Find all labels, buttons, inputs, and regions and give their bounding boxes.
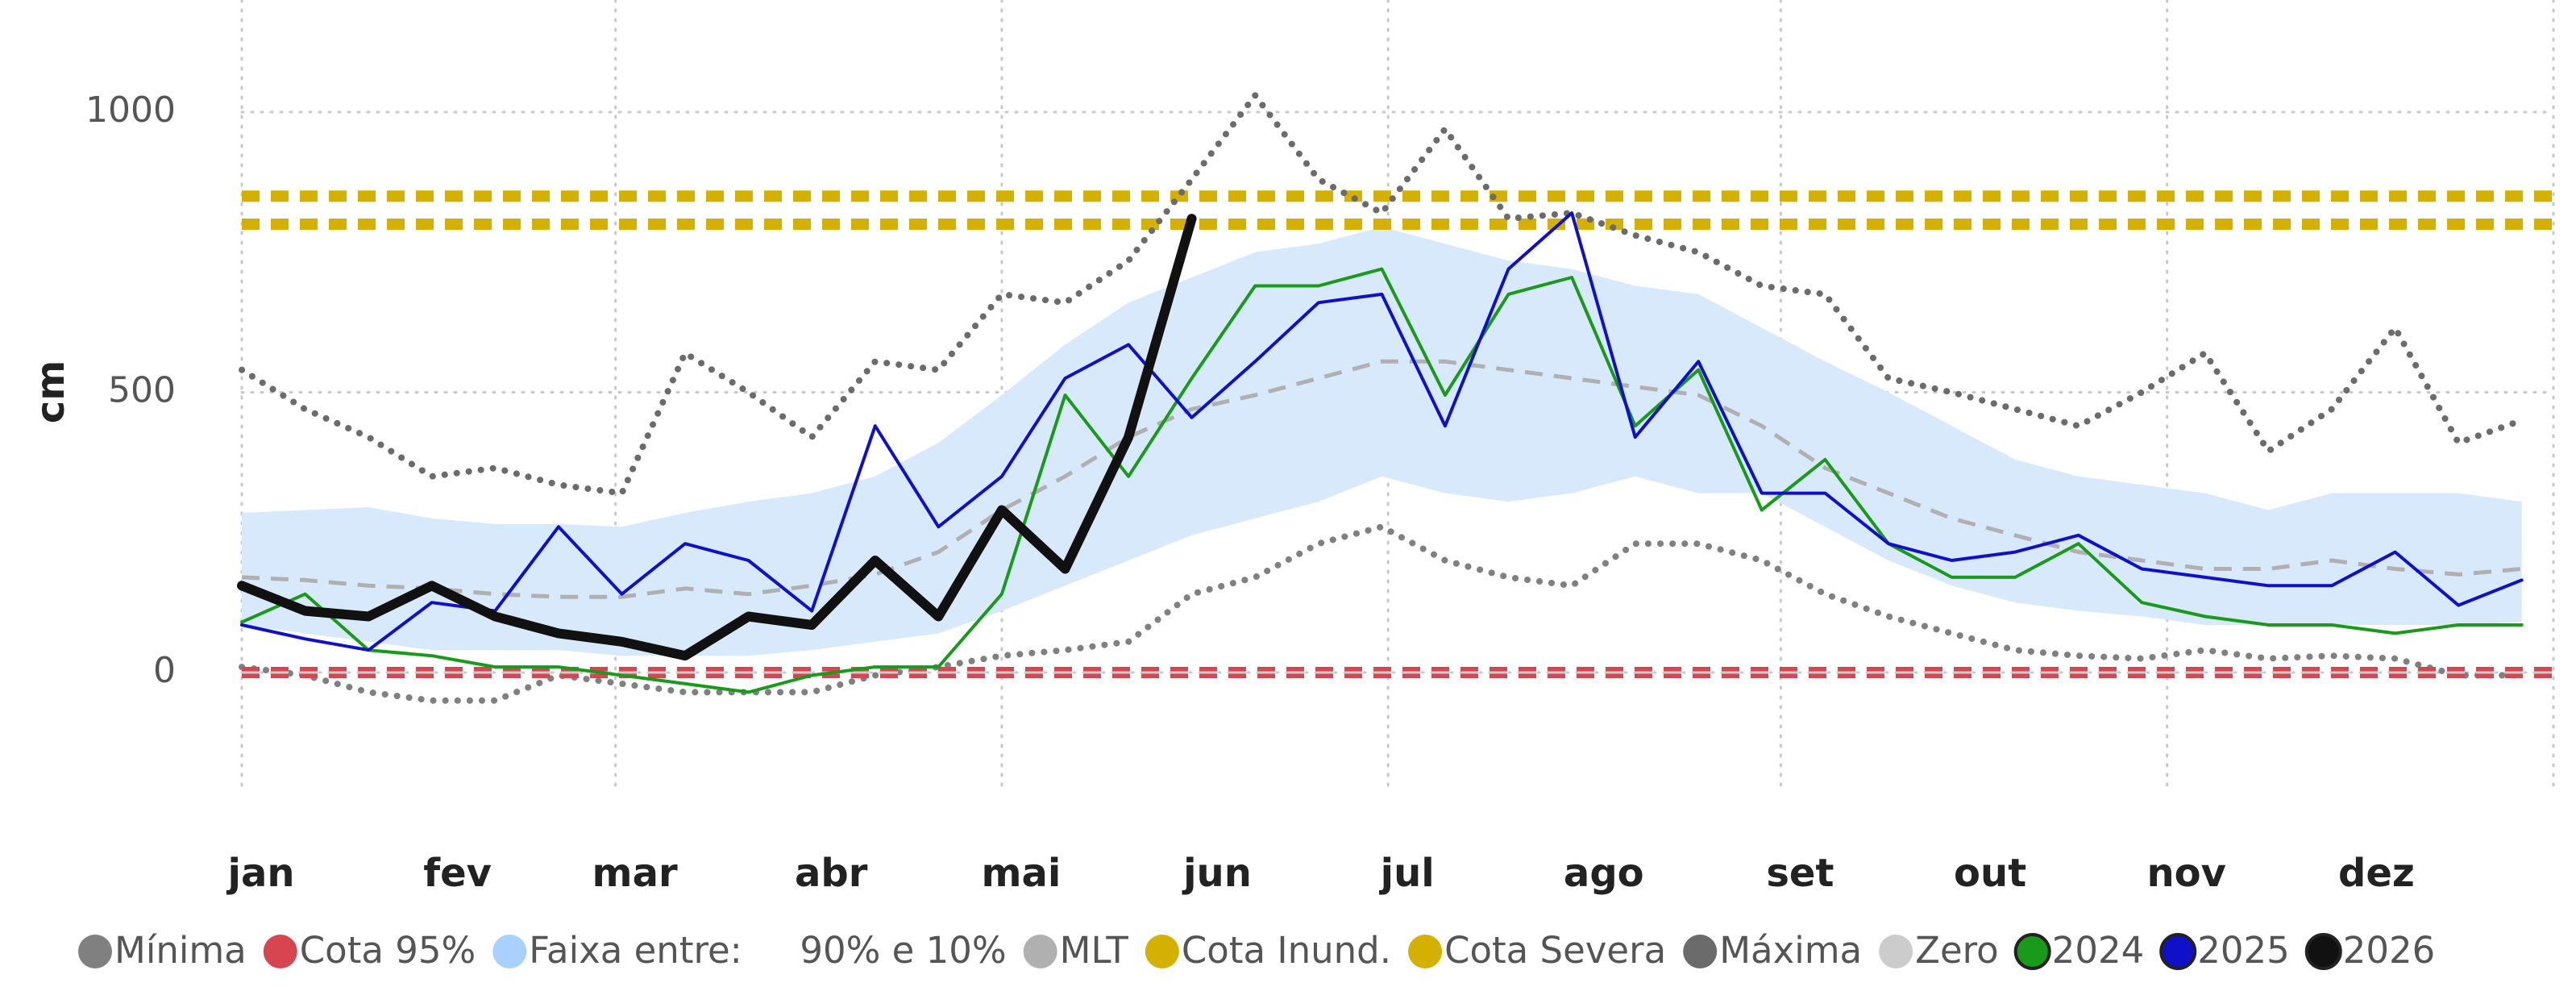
legend-label: Faixa entre: 90% e 10% [529, 929, 1006, 972]
legend-marker [78, 935, 112, 968]
series-line [237, 214, 1197, 661]
legend-marker [1408, 935, 1443, 968]
x-tick-label: jun [1182, 851, 1252, 896]
x-tick-label: out [1954, 851, 2026, 896]
legend-label: 2026 [2343, 929, 2436, 972]
x-tick-label: jan [226, 851, 294, 896]
y-tick-label: 500 [108, 370, 176, 411]
plot-area [237, 92, 2553, 704]
legend-label: Cota Inund. [1182, 929, 1391, 972]
legend-marker [2159, 933, 2197, 970]
legend-label: Máxima [1719, 929, 1862, 972]
legend-label: Zero [1915, 929, 1999, 972]
legend-marker [1023, 935, 1057, 968]
series-line [239, 523, 2525, 704]
x-tick-label: mar [592, 851, 678, 896]
legend-label: 2025 [2197, 929, 2290, 972]
band-area [242, 227, 2522, 656]
legend-marker [492, 935, 527, 968]
legend-marker [2013, 933, 2051, 970]
legend-label: Cota 95% [300, 929, 476, 972]
legend: Mínima Cota 95% Faixa entre: 90% e 10% MLT C… [78, 929, 2435, 972]
y-axis-label: cm [28, 360, 73, 423]
x-tick-label: mai [981, 851, 1061, 896]
x-tick-label: ago [1564, 851, 1644, 896]
x-tick-label: abr [795, 851, 868, 896]
legend-marker [263, 935, 297, 968]
y-tick-label: 1000 [85, 90, 176, 131]
legend-marker [1879, 935, 1913, 968]
legend-label: Cota Severa [1444, 929, 1666, 972]
y-tick-label: 0 [153, 650, 176, 691]
axes: 0 500 1000 jan fev mar abr mai jun jul ago set out no… [85, 90, 2415, 896]
legend-label: MLT [1060, 929, 1129, 972]
x-tick-label: set [1766, 851, 1834, 896]
series-line [239, 92, 2525, 497]
legend-marker [1683, 935, 1718, 968]
x-tick-label: dez [2338, 851, 2415, 896]
legend-label: 2024 [2052, 929, 2145, 972]
series-line [240, 211, 2524, 652]
series-line [241, 359, 2522, 599]
legend-marker [2304, 933, 2342, 970]
legend-marker [1145, 935, 1179, 968]
x-tick-label: jul [1379, 851, 1435, 896]
legend-label: Mínima [114, 929, 247, 972]
series-line [240, 267, 2524, 694]
x-tick-label: fev [423, 851, 492, 896]
x-tick-label: nov [2146, 851, 2225, 896]
